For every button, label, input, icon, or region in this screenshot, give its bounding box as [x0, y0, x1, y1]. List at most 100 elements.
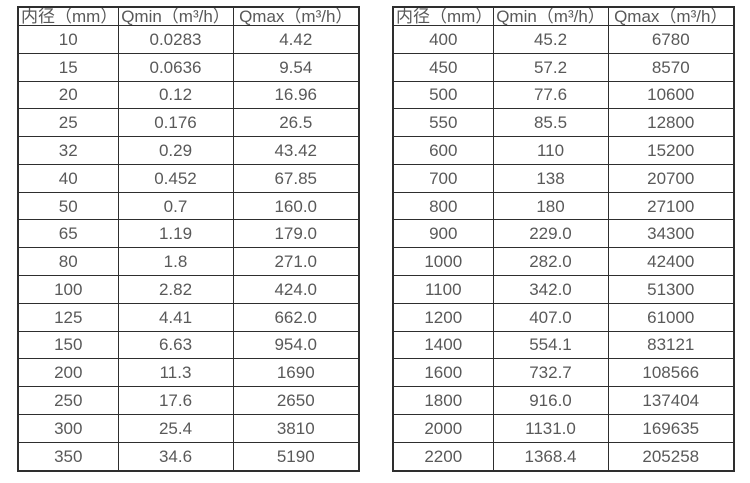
table-row: 80 1.8 271.0: [17, 247, 360, 277]
table-cell: 954.0: [232, 330, 360, 360]
table-row: 65 1.19 179.0: [17, 219, 360, 249]
table-cell: 65: [17, 219, 119, 249]
table-cell: 1690: [232, 358, 360, 388]
table-cell: 600: [392, 136, 494, 165]
flow-table-left: 内径（mm） Qmin（m³/h） Qmax（m³/h） 10 0.0283 4.42 15…: [17, 6, 360, 472]
table-cell: 300: [17, 413, 119, 443]
table-cell: 0.0283: [117, 25, 234, 54]
table-cell: 20: [17, 80, 119, 110]
table-row: 250 17.6 2650: [17, 386, 360, 415]
table-cell: 42400: [607, 247, 735, 277]
table-cell: 2650: [232, 386, 360, 415]
table-cell: 125: [17, 302, 119, 332]
table-cell: 25.4: [117, 413, 234, 443]
table-cell: 250: [17, 386, 119, 415]
table-cell: 2.82: [117, 275, 234, 304]
table-cell: 8570: [607, 52, 735, 82]
table-row: 1000 282.0 42400: [392, 247, 735, 277]
table-cell: 3810: [232, 413, 360, 443]
table-cell: 15: [17, 52, 119, 82]
table-cell: 80: [17, 247, 119, 277]
table-cell: 108566: [607, 358, 735, 388]
table-row: 450 57.2 8570: [392, 52, 735, 82]
table-cell: 1400: [392, 330, 494, 360]
table-row: 40 0.452 67.85: [17, 163, 360, 193]
table-cell: 45.2: [492, 25, 609, 54]
table-row: 1100 342.0 51300: [392, 275, 735, 304]
table-cell: 85.5: [492, 108, 609, 138]
table-row: 20 0.12 16.96: [17, 80, 360, 110]
table-row: 1800 916.0 137404: [392, 386, 735, 415]
table-cell: 67.85: [232, 163, 360, 193]
table-cell: 77.6: [492, 80, 609, 110]
table-cell: 137404: [607, 386, 735, 415]
table-row: 125 4.41 662.0: [17, 302, 360, 332]
table-cell: 51300: [607, 275, 735, 304]
table-cell: 100: [17, 275, 119, 304]
table-cell: 17.6: [117, 386, 234, 415]
table-cell: 2200: [392, 441, 494, 472]
table-cell: 11.3: [117, 358, 234, 388]
table-cell: 6780: [607, 25, 735, 54]
table-row: 50 0.7 160.0: [17, 191, 360, 221]
table-cell: 550: [392, 108, 494, 138]
table-row: 100 2.82 424.0: [17, 275, 360, 304]
table-row: 700 138 20700: [392, 163, 735, 193]
table-row: 500 77.6 10600: [392, 80, 735, 110]
table-cell: 4.42: [232, 25, 360, 54]
table-cell: 27100: [607, 191, 735, 221]
table-cell: 1800: [392, 386, 494, 415]
table-cell: 9.54: [232, 52, 360, 82]
table-cell: 400: [392, 25, 494, 54]
table-row: 25 0.176 26.5: [17, 108, 360, 138]
table-cell: 1.8: [117, 247, 234, 277]
table-cell: 61000: [607, 302, 735, 332]
column-header: 内径（mm）: [17, 6, 119, 26]
table-cell: 12800: [607, 108, 735, 138]
table-cell: 271.0: [232, 247, 360, 277]
table-cell: 200: [17, 358, 119, 388]
table-cell: 662.0: [232, 302, 360, 332]
table-cell: 732.7: [492, 358, 609, 388]
table-cell: 25: [17, 108, 119, 138]
table-cell: 138: [492, 163, 609, 193]
table-cell: 700: [392, 163, 494, 193]
table-cell: 1200: [392, 302, 494, 332]
table-cell: 26.5: [232, 108, 360, 138]
table-row: 600 110 15200: [392, 136, 735, 165]
table-cell: 110: [492, 136, 609, 165]
table-cell: 1100: [392, 275, 494, 304]
table-cell: 916.0: [492, 386, 609, 415]
table-cell: 205258: [607, 441, 735, 472]
table-row: 1400 554.1 83121: [392, 330, 735, 360]
table-row: 550 85.5 12800: [392, 108, 735, 138]
table-cell: 150: [17, 330, 119, 360]
table-cell: 2000: [392, 413, 494, 443]
table-cell: 350: [17, 441, 119, 472]
column-header: Qmin（m³/h）: [492, 6, 609, 26]
table-cell: 6.63: [117, 330, 234, 360]
table-cell: 180: [492, 191, 609, 221]
table-cell: 229.0: [492, 219, 609, 249]
flow-table-right: 内径（mm） Qmin（m³/h） Qmax（m³/h） 400 45.2 6780 450…: [392, 6, 735, 472]
table-cell: 57.2: [492, 52, 609, 82]
table-row: 800 180 27100: [392, 191, 735, 221]
table-row: 300 25.4 3810: [17, 413, 360, 443]
table-row: 32 0.29 43.42: [17, 136, 360, 165]
column-header: Qmin（m³/h）: [117, 6, 234, 26]
table-cell: 500: [392, 80, 494, 110]
table-cell: 1.19: [117, 219, 234, 249]
table-cell: 83121: [607, 330, 735, 360]
table-row: 1200 407.0 61000: [392, 302, 735, 332]
table-row: 2200 1368.4 205258: [392, 441, 735, 472]
table-cell: 160.0: [232, 191, 360, 221]
table-cell: 554.1: [492, 330, 609, 360]
table-row: 400 45.2 6780: [392, 25, 735, 54]
table-row: 200 11.3 1690: [17, 358, 360, 388]
table-cell: 1600: [392, 358, 494, 388]
table-cell: 15200: [607, 136, 735, 165]
table-cell: 424.0: [232, 275, 360, 304]
table-cell: 43.42: [232, 136, 360, 165]
table-cell: 800: [392, 191, 494, 221]
